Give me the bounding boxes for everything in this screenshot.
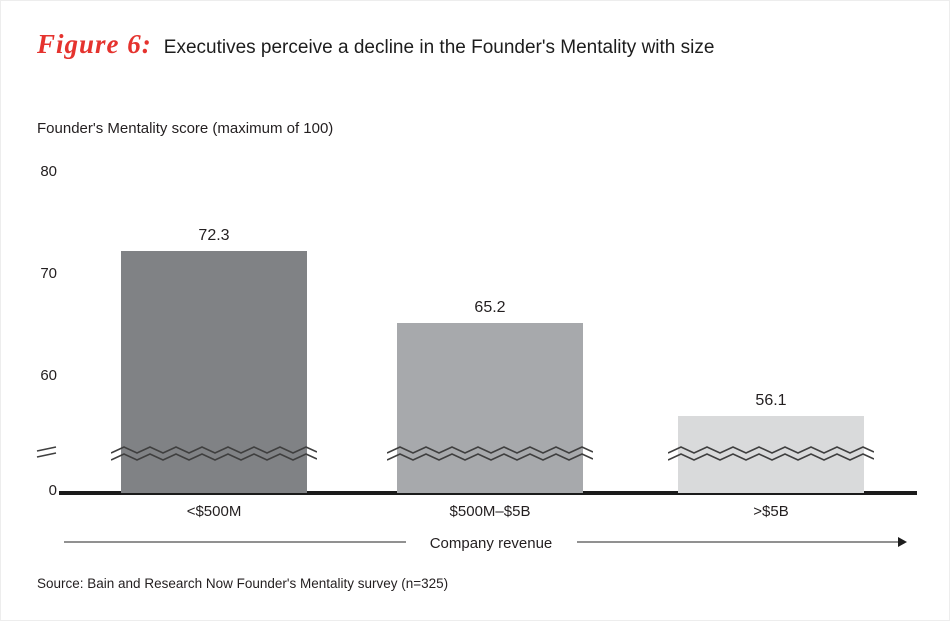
bar-value-label: 72.3 [198, 227, 230, 244]
bar-500m-5b [397, 323, 583, 493]
y-axis-title: Founder's Mentality score (maximum of 10… [37, 120, 334, 137]
x-axis-title: Company revenue [429, 535, 553, 552]
category-label-500m-5b: $500M–$5B [449, 503, 531, 520]
category-label-over-5b: >$5B [753, 503, 789, 520]
y-tick-80: 80 [40, 163, 57, 180]
bar-break-wave-icon [387, 446, 593, 461]
bar-group-500m-5b: 65.2 $500M–$5B [387, 1, 593, 620]
figure-number-label: Figure 6: [37, 29, 152, 59]
y-tick-0: 0 [48, 482, 57, 499]
bar-value-label: 65.2 [474, 299, 506, 316]
x-axis-arrow-line-left [64, 541, 406, 543]
arrow-right-icon [898, 537, 907, 547]
y-tick-60: 60 [40, 367, 57, 384]
x-axis-arrow-line-right [577, 541, 899, 543]
bar-break-wave-icon [111, 446, 317, 461]
y-tick-70: 70 [40, 265, 57, 282]
figure-title: Executives perceive a decline in the Fou… [163, 37, 715, 58]
bar-group-over-5b: 56.1 >$5B [668, 1, 874, 620]
bar-break-wave-icon [668, 446, 874, 461]
bar-value-label: 56.1 [755, 392, 787, 409]
bar-group-under-500m: 72.3 <$500M [111, 1, 317, 620]
figure-header: Figure 6: Executives perceive a decline … [37, 29, 714, 60]
x-axis-baseline [59, 491, 917, 495]
category-label-under-500m: <$500M [186, 503, 242, 520]
source-note: Source: Bain and Research Now Founder's … [37, 576, 449, 591]
y-axis-break-icon [36, 446, 57, 458]
